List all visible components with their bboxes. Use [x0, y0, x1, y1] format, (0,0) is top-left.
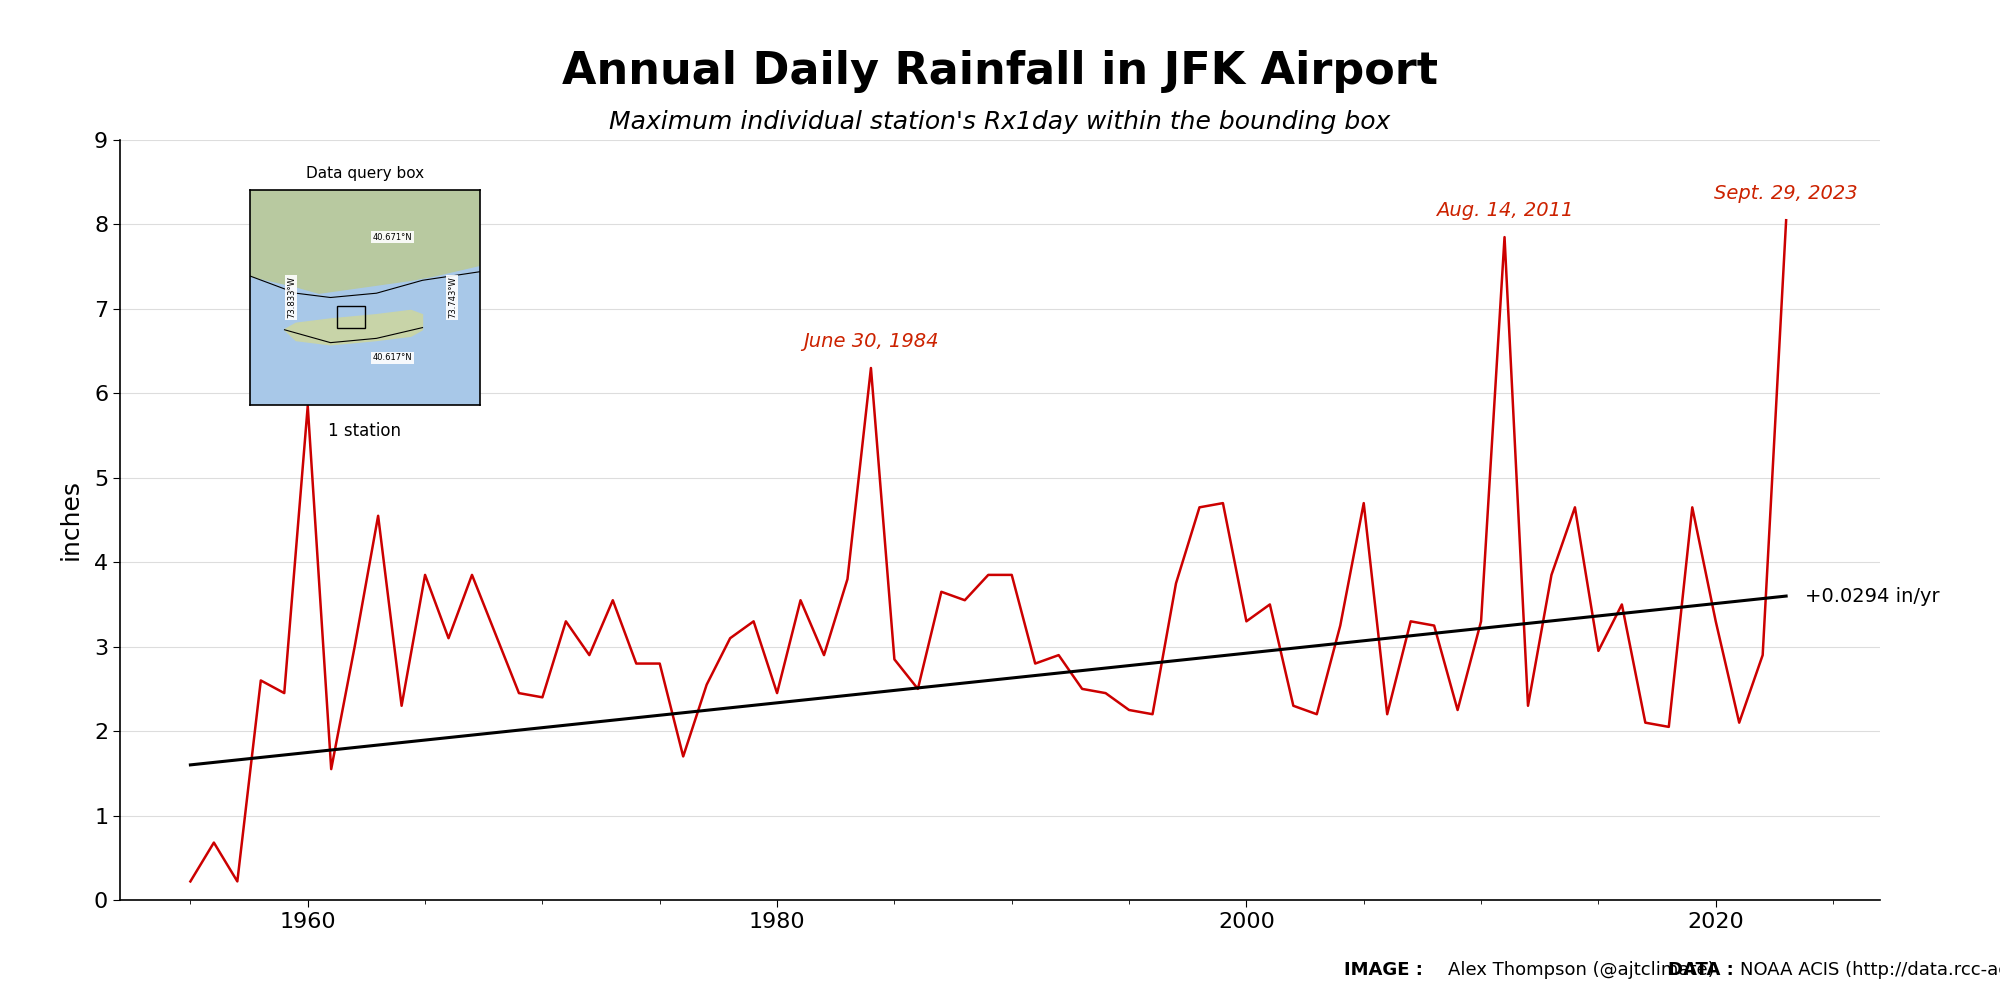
- Text: Sept. 29, 2023: Sept. 29, 2023: [1714, 184, 1858, 203]
- Polygon shape: [284, 310, 422, 345]
- Text: June 30, 1984: June 30, 1984: [804, 332, 938, 351]
- Text: Aug. 14, 2011: Aug. 14, 2011: [1436, 201, 1574, 220]
- Text: 73.833°W: 73.833°W: [286, 277, 296, 318]
- Text: IMAGE :: IMAGE :: [1344, 961, 1430, 979]
- Polygon shape: [250, 190, 480, 293]
- Text: 73.743°W: 73.743°W: [448, 277, 456, 318]
- Bar: [338, 306, 364, 328]
- Polygon shape: [250, 190, 480, 244]
- Text: Alex Thompson (@ajtclimate): Alex Thompson (@ajtclimate): [1448, 961, 1714, 979]
- Text: 40.617°N: 40.617°N: [372, 353, 412, 362]
- Text: NOAA ACIS (http://data.rcc-acis.org): NOAA ACIS (http://data.rcc-acis.org): [1740, 961, 2000, 979]
- Text: Data query box: Data query box: [306, 166, 424, 181]
- Text: Sept. 12, 1960: Sept. 12, 1960: [320, 370, 464, 389]
- Text: 40.671°N: 40.671°N: [372, 233, 412, 242]
- Text: +0.0294 in/yr: +0.0294 in/yr: [1804, 587, 1940, 606]
- Text: Maximum individual station's Rx1day within the bounding box: Maximum individual station's Rx1day with…: [610, 110, 1390, 134]
- Text: Annual Daily Rainfall in JFK Airport: Annual Daily Rainfall in JFK Airport: [562, 50, 1438, 93]
- Y-axis label: inches: inches: [58, 480, 82, 560]
- Text: 1 station: 1 station: [328, 422, 402, 440]
- Text: DATA :: DATA :: [1668, 961, 1740, 979]
